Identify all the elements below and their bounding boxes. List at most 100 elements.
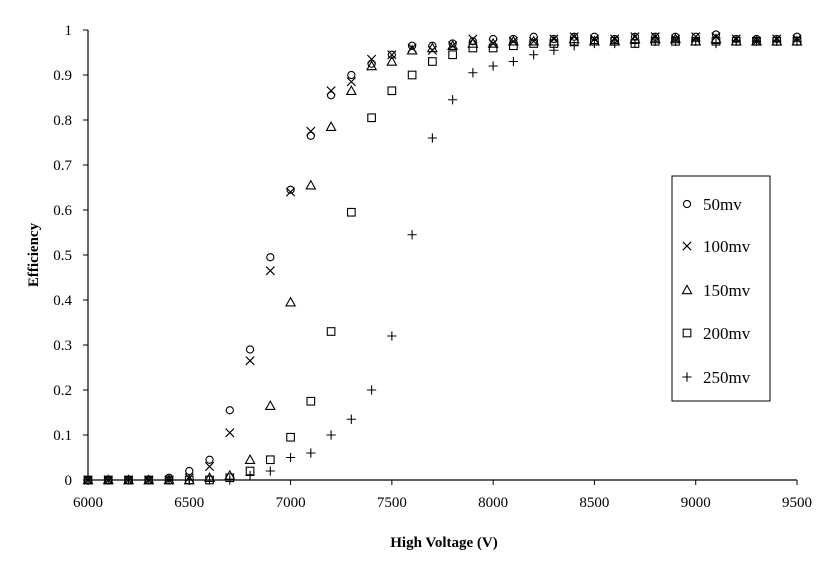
data-point bbox=[184, 475, 194, 485]
data-point bbox=[630, 38, 640, 49]
data-point bbox=[366, 60, 378, 71]
data-point bbox=[205, 455, 214, 464]
data-point bbox=[792, 36, 802, 46]
data-point bbox=[548, 35, 560, 46]
y-tick-label: 0.5 bbox=[53, 248, 72, 264]
data-point bbox=[427, 133, 437, 143]
data-point bbox=[507, 35, 519, 46]
x-tick-label: 9500 bbox=[782, 495, 812, 511]
data-point bbox=[448, 39, 457, 48]
data-point bbox=[529, 36, 539, 46]
data-point bbox=[670, 36, 681, 46]
data-point bbox=[569, 41, 579, 51]
data-point bbox=[448, 50, 457, 60]
y-axis-ticks: 0 0.1 0.2 0.3 0.4 0.5 0.6 0.7 0.8 0.9 1 bbox=[53, 23, 88, 489]
data-point bbox=[306, 126, 316, 136]
data-point bbox=[508, 56, 518, 67]
data-point bbox=[589, 38, 600, 49]
data-point bbox=[448, 95, 458, 105]
data-point bbox=[225, 406, 234, 415]
y-tick-label: 0.9 bbox=[53, 68, 72, 84]
data-point bbox=[428, 57, 437, 66]
data-point bbox=[346, 414, 356, 424]
data-point bbox=[103, 475, 113, 485]
data-point bbox=[387, 50, 397, 59]
data-point bbox=[468, 37, 478, 46]
data-point bbox=[610, 38, 620, 49]
data-point bbox=[650, 36, 660, 46]
y-tick-label: 1 bbox=[65, 23, 73, 39]
data-point bbox=[346, 77, 356, 87]
data-point bbox=[488, 43, 498, 53]
y-axis-title: Efficiency bbox=[26, 222, 42, 287]
data-point bbox=[265, 455, 275, 465]
data-point bbox=[286, 432, 295, 442]
data-point bbox=[244, 454, 256, 464]
data-point bbox=[428, 41, 437, 50]
data-point bbox=[367, 385, 377, 395]
data-point bbox=[305, 179, 317, 190]
x-tick-label: 8000 bbox=[478, 495, 508, 511]
data-point bbox=[772, 36, 782, 46]
data-point bbox=[285, 187, 296, 197]
data-point bbox=[386, 55, 398, 66]
data-point bbox=[264, 400, 276, 410]
data-point bbox=[306, 396, 316, 406]
legend-marker-50mv bbox=[682, 199, 692, 209]
x-tick-label: 6000 bbox=[73, 495, 103, 511]
y-tick-label: 0.8 bbox=[53, 113, 72, 129]
data-point bbox=[407, 230, 417, 240]
data-point bbox=[488, 34, 498, 44]
data-point bbox=[346, 207, 356, 217]
y-tick-label: 0.6 bbox=[53, 203, 72, 219]
data-point bbox=[245, 356, 255, 366]
legend-label-250mv: 250mv bbox=[703, 368, 751, 387]
data-point bbox=[487, 37, 499, 48]
series-250mv bbox=[83, 36, 802, 485]
data-point bbox=[691, 36, 701, 46]
data-point bbox=[447, 40, 459, 50]
x-tick-label: 9000 bbox=[681, 495, 711, 511]
data-point bbox=[325, 121, 337, 131]
data-point bbox=[509, 41, 518, 51]
data-point bbox=[286, 185, 295, 194]
legend-marker-150mv bbox=[681, 284, 693, 295]
data-point bbox=[144, 475, 154, 485]
data-point bbox=[83, 475, 93, 485]
data-point bbox=[225, 428, 235, 438]
data-point bbox=[225, 475, 235, 485]
data-point bbox=[508, 36, 518, 46]
data-point bbox=[529, 50, 539, 60]
data-point bbox=[245, 345, 255, 354]
data-point bbox=[285, 452, 296, 463]
data-point bbox=[123, 475, 134, 485]
data-point bbox=[711, 30, 721, 39]
y-tick-label: 0.4 bbox=[53, 293, 72, 309]
data-point bbox=[570, 32, 579, 41]
data-point bbox=[204, 461, 215, 472]
y-tick-label: 0.1 bbox=[53, 428, 72, 444]
data-point bbox=[488, 61, 498, 71]
x-axis-title: High Voltage (V) bbox=[390, 535, 498, 551]
data-point bbox=[407, 41, 417, 50]
data-point bbox=[448, 41, 458, 51]
data-point bbox=[426, 42, 438, 53]
data-point bbox=[164, 475, 174, 485]
data-point bbox=[306, 448, 316, 458]
data-point bbox=[265, 466, 275, 476]
x-tick-label: 6500 bbox=[174, 495, 204, 511]
data-point bbox=[185, 466, 194, 476]
y-tick-label: 0.7 bbox=[53, 158, 72, 174]
data-point bbox=[204, 475, 215, 485]
data-point bbox=[367, 113, 376, 123]
data-point bbox=[427, 45, 437, 55]
data-point bbox=[549, 45, 559, 55]
data-point bbox=[326, 86, 336, 96]
data-point bbox=[306, 131, 315, 140]
y-tick-label: 0.3 bbox=[53, 338, 72, 354]
data-point bbox=[711, 38, 721, 49]
data-point bbox=[326, 327, 336, 336]
data-point bbox=[387, 50, 397, 60]
legend-label-100mv: 100mv bbox=[703, 237, 751, 256]
